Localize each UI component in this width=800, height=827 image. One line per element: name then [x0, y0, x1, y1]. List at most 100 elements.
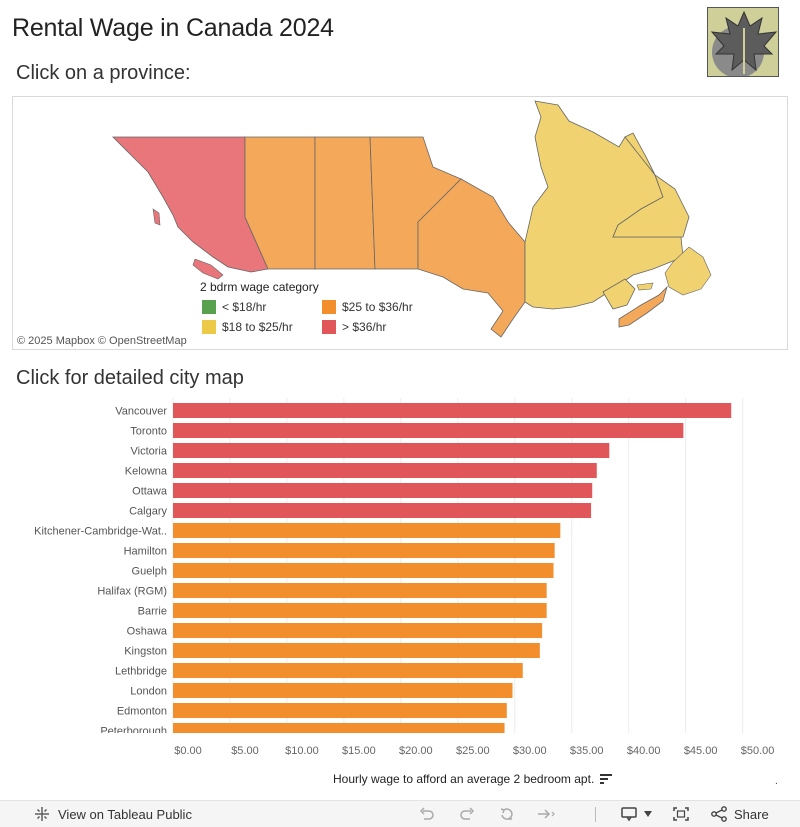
- chart-subtitle: Click for detailed city map: [16, 367, 244, 389]
- bar[interactable]: [173, 723, 505, 733]
- view-on-tableau-label: View on Tableau Public: [58, 806, 192, 822]
- legend-item-above-36[interactable]: > $36/hr: [322, 320, 386, 334]
- category-label[interactable]: Barrie: [138, 606, 167, 618]
- legend-item-below-18[interactable]: < $18/hr: [202, 300, 266, 314]
- category-label[interactable]: Peterborough: [100, 726, 167, 734]
- bar[interactable]: [173, 423, 684, 438]
- category-label[interactable]: Victoria: [131, 446, 168, 458]
- legend-title: 2 bdrm wage category: [200, 280, 319, 294]
- bar-chart[interactable]: Vancouver Toronto Victoria Kelowna Ottawa Cal…: [0, 398, 800, 733]
- view-on-tableau-button[interactable]: View on Tableau Public: [34, 806, 192, 822]
- sort-icon[interactable]: [600, 774, 613, 784]
- redo-button[interactable]: [458, 806, 476, 822]
- bar[interactable]: [173, 683, 513, 698]
- island-haida-gwaii: [152, 208, 161, 226]
- province-quebec[interactable]: [524, 100, 684, 310]
- fullscreen-icon: [673, 807, 689, 821]
- category-label[interactable]: Edmonton: [117, 706, 167, 718]
- overflow-dot: .: [775, 776, 778, 787]
- province-map[interactable]: 2 bdrm wage category < $18/hr $25 to $36…: [12, 96, 788, 350]
- legend-label: < $18/hr: [222, 300, 267, 314]
- share-icon: [711, 806, 727, 822]
- x-tick-label: $35.00: [570, 745, 604, 757]
- category-label[interactable]: Guelph: [132, 566, 167, 578]
- bar[interactable]: [173, 563, 554, 578]
- bar[interactable]: [173, 603, 547, 618]
- bar[interactable]: [173, 543, 555, 558]
- redo-icon: [460, 807, 475, 820]
- bar[interactable]: [173, 503, 592, 518]
- x-tick-label: $40.00: [627, 745, 661, 757]
- page-title: Rental Wage in Canada 2024: [12, 14, 334, 42]
- tableau-toolbar: View on Tableau Public Share: [0, 800, 800, 827]
- category-label[interactable]: London: [130, 686, 167, 698]
- province-pei[interactable]: [636, 282, 654, 291]
- province-new-brunswick[interactable]: [602, 278, 636, 310]
- revert-button[interactable]: [498, 806, 516, 822]
- island-vancouver: [192, 258, 224, 280]
- undo-button[interactable]: [418, 806, 436, 822]
- legend-item-25-36[interactable]: $25 to $36/hr: [322, 300, 413, 314]
- bar[interactable]: [173, 663, 523, 678]
- map-subtitle: Click on a province:: [16, 62, 191, 84]
- category-label[interactable]: Oshawa: [127, 626, 168, 638]
- province-newfoundland-labrador[interactable]: [612, 132, 690, 238]
- category-label[interactable]: Lethbridge: [115, 666, 167, 678]
- province-saskatchewan[interactable]: [314, 136, 376, 270]
- island-newfoundland: [664, 246, 712, 296]
- legend-item-18-25[interactable]: $18 to $25/hr: [202, 320, 293, 334]
- legend-label: $18 to $25/hr: [222, 320, 293, 334]
- legend-label: > $36/hr: [342, 320, 387, 334]
- bar[interactable]: [173, 703, 507, 718]
- legend-swatch: [322, 300, 336, 314]
- bar[interactable]: [173, 623, 543, 638]
- x-axis-svg: $0.00 $5.00 $10.00 $15.00 $20.00 $25.00 $30.00…: [174, 745, 775, 757]
- category-label[interactable]: Kelowna: [125, 466, 168, 478]
- bar[interactable]: [173, 583, 547, 598]
- map-legend: 2 bdrm wage category < $18/hr $25 to $36…: [200, 280, 440, 340]
- share-button[interactable]: Share: [710, 806, 769, 822]
- x-axis-title: Hourly wage to afford an average 2 bedro…: [333, 772, 613, 786]
- bar[interactable]: [173, 523, 561, 538]
- bar[interactable]: [173, 443, 610, 458]
- category-label[interactable]: Toronto: [130, 426, 167, 438]
- x-tick-label: $15.00: [342, 745, 376, 757]
- x-tick-label: $10.00: [285, 745, 319, 757]
- x-tick-label: $50.00: [741, 745, 775, 757]
- refresh-icon: [538, 809, 555, 819]
- bar[interactable]: [173, 643, 540, 658]
- legend-label: $25 to $36/hr: [342, 300, 413, 314]
- category-label[interactable]: Ottawa: [132, 486, 168, 498]
- fullscreen-button[interactable]: [672, 806, 690, 822]
- device-preview-button[interactable]: [620, 806, 652, 822]
- legend-swatch: [322, 320, 336, 334]
- category-label[interactable]: Kitchener-Cambridge-Wat..: [34, 526, 167, 538]
- x-tick-label: $25.00: [456, 745, 490, 757]
- undo-icon: [419, 807, 434, 820]
- map-attribution[interactable]: © 2025 Mapbox © OpenStreetMap: [17, 335, 187, 347]
- comment-icon: [621, 807, 637, 822]
- province-alberta[interactable]: [244, 136, 316, 270]
- bar[interactable]: [173, 403, 732, 418]
- toolbar-divider: [595, 807, 596, 822]
- x-tick-label: $20.00: [399, 745, 433, 757]
- category-label[interactable]: Calgary: [129, 506, 167, 518]
- x-tick-label: $30.00: [513, 745, 547, 757]
- province-nova-scotia[interactable]: [618, 285, 668, 328]
- legend-swatch: [202, 320, 216, 334]
- x-tick-label: $0.00: [174, 745, 202, 757]
- bar[interactable]: [173, 463, 597, 478]
- category-label[interactable]: Vancouver: [115, 406, 167, 418]
- pause-updates-button[interactable]: [534, 806, 556, 822]
- x-axis-label: Hourly wage to afford an average 2 bedro…: [333, 772, 595, 786]
- province-ontario[interactable]: [417, 178, 526, 338]
- category-label[interactable]: Halifax (RGM): [97, 586, 167, 598]
- category-label[interactable]: Kingston: [124, 646, 167, 658]
- logo: [707, 7, 779, 77]
- category-label[interactable]: Hamilton: [124, 546, 167, 558]
- bar[interactable]: [173, 483, 593, 498]
- tableau-icon: [35, 807, 49, 821]
- revert-icon: [500, 808, 513, 820]
- chevron-down-icon: [644, 811, 652, 817]
- x-tick-label: $5.00: [231, 745, 259, 757]
